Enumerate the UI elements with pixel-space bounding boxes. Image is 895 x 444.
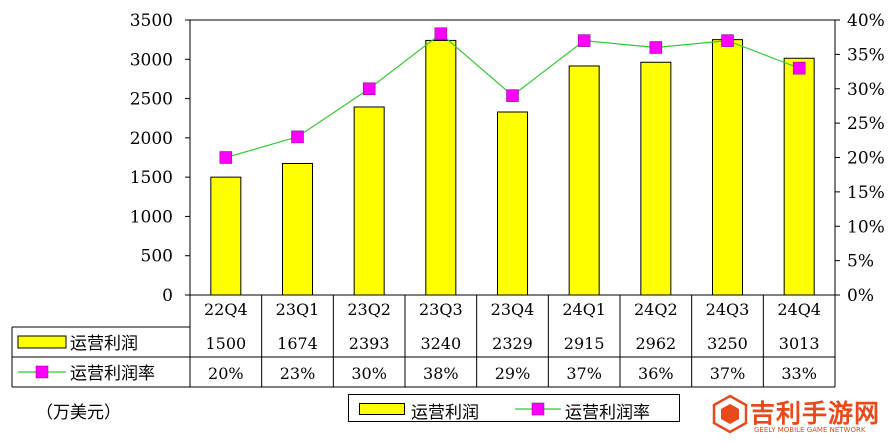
category-label: 22Q4 (204, 300, 248, 319)
table-cell-rate: 23% (280, 364, 316, 383)
table-cell-profit: 3013 (779, 334, 820, 353)
bar (640, 61, 672, 296)
left-tick-label: 500 (141, 247, 173, 267)
category-label: 24Q2 (634, 300, 678, 319)
table-cell-profit: 2962 (635, 334, 676, 353)
right-tick-label: 25% (847, 114, 885, 134)
table-bar-swatch (17, 335, 67, 349)
right-tick-label: 35% (847, 45, 885, 65)
table-cell-profit: 3250 (707, 334, 748, 353)
bar (568, 65, 600, 296)
left-axis-ticks: 0 500 1000 1500 2000 2500 3000 3500 (130, 11, 190, 306)
table-cell-rate: 36% (638, 364, 674, 383)
site-watermark: 吉利手游网 GEELY MOBILE GAME NETWORK (712, 392, 892, 442)
table-marker-swatch (35, 365, 49, 379)
table-cell-profit: 1674 (277, 334, 318, 353)
right-tick-label: 40% (847, 11, 885, 31)
right-tick-label: 20% (847, 149, 885, 169)
legend: 运营利润 运营利润率 (348, 394, 680, 423)
category-label: 23Q1 (276, 300, 320, 319)
legend-bar-label: 运营利润 (411, 403, 479, 423)
bar (783, 57, 815, 296)
left-tick-label: 3000 (130, 50, 173, 70)
table-cell-rate: 20% (208, 364, 244, 383)
unit-label: （万美元） (36, 403, 121, 423)
table-cell-rate: 38% (423, 364, 459, 383)
table-cell-rate: 33% (781, 364, 817, 383)
rate-marker (506, 89, 519, 102)
table-row-label-rate: 运营利润率 (70, 364, 155, 384)
bar (282, 162, 313, 296)
left-tick-label: 3500 (130, 11, 173, 31)
right-tick-label: 0% (847, 286, 874, 306)
left-tick-label: 2000 (130, 129, 173, 149)
table-row-label-profit: 运营利润 (70, 334, 138, 354)
watermark-logo-icon (712, 394, 748, 434)
bar (712, 39, 743, 296)
table-cell-profit: 3240 (420, 334, 461, 353)
bar (210, 176, 242, 296)
left-tick-label: 2500 (130, 90, 173, 110)
right-tick-label: 30% (847, 80, 885, 100)
table-cell-profit: 1500 (205, 334, 246, 353)
table-cell-profit: 2329 (492, 334, 533, 353)
watermark-subtitle: GEELY MOBILE GAME NETWORK (754, 426, 866, 434)
rate-markers (219, 27, 806, 164)
watermark-title: 吉利手游网 (750, 399, 881, 428)
category-label: 24Q3 (706, 300, 750, 319)
rate-marker (219, 151, 233, 164)
rate-marker (577, 34, 591, 47)
category-label: 24Q4 (777, 300, 821, 319)
right-tick-label: 5% (847, 252, 874, 272)
left-tick-label: 0 (162, 286, 173, 306)
rate-marker (649, 41, 663, 54)
category-label: 23Q2 (347, 300, 391, 319)
category-label: 23Q4 (491, 300, 535, 319)
right-tick-label: 15% (847, 183, 885, 203)
right-tick-label: 10% (847, 217, 885, 237)
legend-line-swatch (515, 402, 561, 416)
table-cell-rate: 29% (495, 364, 531, 383)
legend-line-label: 运营利润率 (565, 403, 650, 423)
right-axis-ticks: 0% 5% 10% 15% 20% 25% 30% 35% 40% (835, 11, 885, 306)
table-cell-rate: 30% (351, 364, 387, 383)
bar (353, 106, 385, 296)
rate-marker (721, 34, 734, 47)
rate-marker (291, 130, 304, 144)
data-table: 22Q4 23Q1 23Q2 23Q3 23Q4 24Q1 24Q2 24Q3 24Q4 运营利润… (11, 295, 836, 388)
bar (425, 39, 457, 296)
rate-marker (792, 61, 806, 75)
rate-marker (362, 82, 376, 95)
category-label: 24Q1 (562, 300, 606, 319)
table-cell-profit: 2915 (564, 334, 605, 353)
table-cell-rate: 37% (566, 364, 602, 383)
left-tick-label: 1500 (130, 168, 173, 188)
bar (497, 111, 528, 296)
table-cell-rate: 37% (710, 364, 746, 383)
legend-bar-swatch (359, 403, 405, 415)
left-tick-label: 1000 (130, 207, 173, 227)
category-label: 23Q3 (419, 300, 463, 319)
bar-series (210, 39, 815, 296)
rate-marker (434, 27, 448, 40)
table-cell-profit: 2393 (349, 334, 390, 353)
